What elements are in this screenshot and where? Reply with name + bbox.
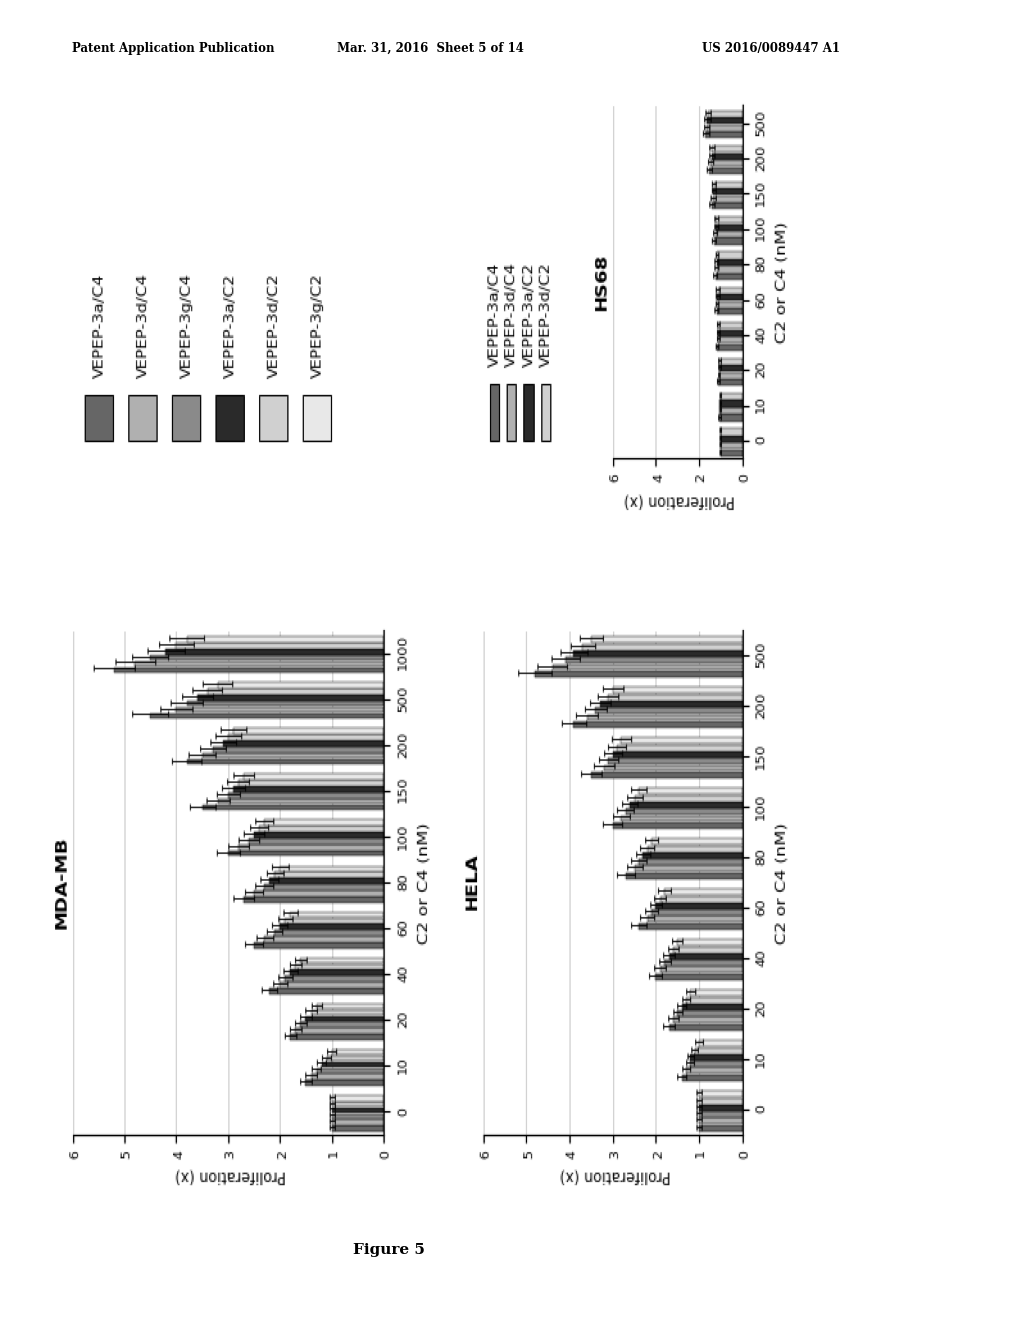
Text: Patent Application Publication: Patent Application Publication: [72, 42, 274, 55]
Text: Figure 5: Figure 5: [353, 1242, 425, 1257]
Text: Mar. 31, 2016  Sheet 5 of 14: Mar. 31, 2016 Sheet 5 of 14: [337, 42, 523, 55]
Text: US 2016/0089447 A1: US 2016/0089447 A1: [701, 42, 840, 55]
